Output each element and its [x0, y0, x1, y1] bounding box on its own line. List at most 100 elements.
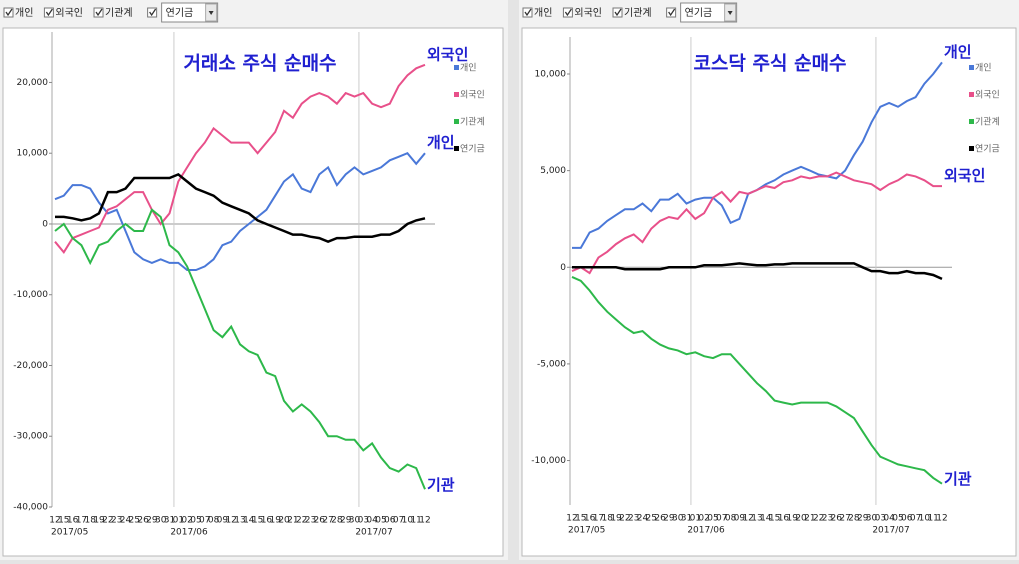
check-mark: [564, 8, 572, 17]
end-label: 기관: [427, 476, 455, 494]
x-tick-label: 04: [366, 516, 378, 526]
check-mark: [45, 8, 53, 17]
x-tick-label: 19: [610, 514, 622, 524]
x-tick-label: 12: [225, 516, 236, 526]
legend-label: 기관계: [460, 116, 485, 128]
checkbox[interactable]: [522, 7, 533, 18]
y-tick-label: 0: [42, 219, 48, 229]
dropdown[interactable]: [161, 2, 219, 23]
checkbox[interactable]: [666, 7, 677, 18]
checkbox-label[interactable]: 개인: [15, 7, 33, 19]
y-tick-label: 10,000: [17, 149, 49, 159]
checkbox[interactable]: [147, 7, 158, 18]
x-tick-label: 21: [287, 516, 298, 526]
checkbox[interactable]: [562, 7, 573, 18]
x-tick-label: 29: [663, 514, 675, 524]
dropdown-value[interactable]: 연기금: [685, 7, 713, 19]
dropdown-arrow: [208, 11, 214, 15]
x-tick-label: 23: [628, 514, 639, 524]
y-tick-label: -30,000: [13, 432, 48, 442]
check-mark: [614, 8, 622, 17]
x-tick-label: 19: [93, 516, 105, 526]
y-tick-label: -10,000: [531, 456, 566, 466]
x-tick-label: 29: [340, 516, 352, 526]
x-tick-label: 23: [305, 516, 316, 526]
x-tick-label: 07: [910, 514, 921, 524]
checkbox-label[interactable]: 외국인: [55, 7, 83, 19]
x-tick-label: 29: [146, 516, 158, 526]
checkbox[interactable]: [93, 7, 104, 18]
checkbox[interactable]: [43, 7, 54, 18]
legend-swatch: [454, 119, 459, 124]
checkbox[interactable]: [612, 7, 623, 18]
checkbox-label[interactable]: 기관계: [105, 7, 133, 19]
checkbox-label[interactable]: 기관계: [624, 7, 652, 19]
x-month-label: 2017/07: [355, 528, 392, 538]
x-tick-label: 05: [707, 514, 718, 524]
x-tick-label: 26: [831, 514, 843, 524]
legend-label: 기관계: [975, 116, 1000, 128]
x-tick-label: 16: [778, 514, 790, 524]
x-tick-label: 12: [566, 514, 577, 524]
x-tick-label: 13: [234, 516, 245, 526]
x-tick-label: 27: [322, 516, 333, 526]
checkbox[interactable]: [3, 7, 14, 18]
x-month-label: 2017/06: [170, 528, 208, 538]
x-tick-label: 22: [619, 514, 630, 524]
x-tick-label: 27: [839, 514, 850, 524]
legend-label: 개인: [975, 63, 992, 74]
y-tick-label: 20,000: [17, 78, 49, 88]
x-tick-label: 17: [76, 516, 87, 526]
y-tick-label: 10,000: [535, 69, 567, 79]
x-tick-label: 26: [314, 516, 326, 526]
x-tick-label: 15: [769, 514, 780, 524]
x-tick-label: 17: [593, 514, 604, 524]
x-tick-label: 31: [164, 516, 175, 526]
x-tick-label: 01: [173, 516, 184, 526]
x-tick-label: 14: [760, 514, 772, 524]
x-tick-label: 11: [927, 514, 938, 524]
x-tick-label: 22: [102, 516, 113, 526]
x-tick-label: 07: [393, 516, 404, 526]
x-tick-label: 31: [681, 514, 692, 524]
end-label: 기관: [944, 470, 972, 488]
series-line: [571, 275, 943, 485]
x-tick-label: 12: [936, 514, 947, 524]
dropdown[interactable]: [680, 2, 738, 23]
y-tick-label: -5,000: [537, 359, 566, 369]
dropdown-value[interactable]: 연기금: [166, 7, 194, 19]
y-tick-label: 5,000: [540, 166, 566, 176]
x-tick-label: 03: [358, 516, 369, 526]
x-tick-label: 18: [602, 514, 614, 524]
x-tick-label: 19: [270, 516, 282, 526]
x-tick-label: 01: [690, 514, 701, 524]
legend-swatch: [454, 92, 459, 97]
checkbox-label[interactable]: 외국인: [574, 7, 602, 19]
x-tick-label: 15: [575, 514, 586, 524]
end-label: 개인: [944, 43, 972, 61]
x-tick-label: 09: [217, 516, 229, 526]
legend-label: 외국인: [975, 89, 1000, 101]
y-tick-label: -10,000: [13, 290, 48, 300]
x-tick-label: 05: [190, 516, 201, 526]
x-tick-label: 07: [199, 516, 210, 526]
x-tick-label: 12: [742, 514, 753, 524]
x-tick-label: 28: [331, 516, 343, 526]
x-month-label: 2017/07: [872, 526, 909, 536]
x-tick-label: 25: [646, 514, 657, 524]
x-tick-label: 12: [419, 516, 430, 526]
x-tick-label: 02: [698, 514, 709, 524]
legend-swatch: [454, 146, 459, 151]
x-tick-label: 14: [243, 516, 255, 526]
x-month-label: 2017/05: [568, 526, 605, 536]
x-tick-label: 18: [85, 516, 97, 526]
checkbox-label[interactable]: 개인: [534, 7, 552, 19]
x-tick-label: 26: [137, 516, 149, 526]
x-tick-label: 16: [261, 516, 273, 526]
x-tick-label: 24: [120, 516, 132, 526]
x-tick-label: 29: [857, 514, 869, 524]
chart-title: 거래소 주식 순매수: [183, 53, 336, 75]
x-tick-label: 21: [804, 514, 815, 524]
x-tick-label: 07: [716, 514, 727, 524]
x-month-label: 2017/05: [51, 528, 88, 538]
